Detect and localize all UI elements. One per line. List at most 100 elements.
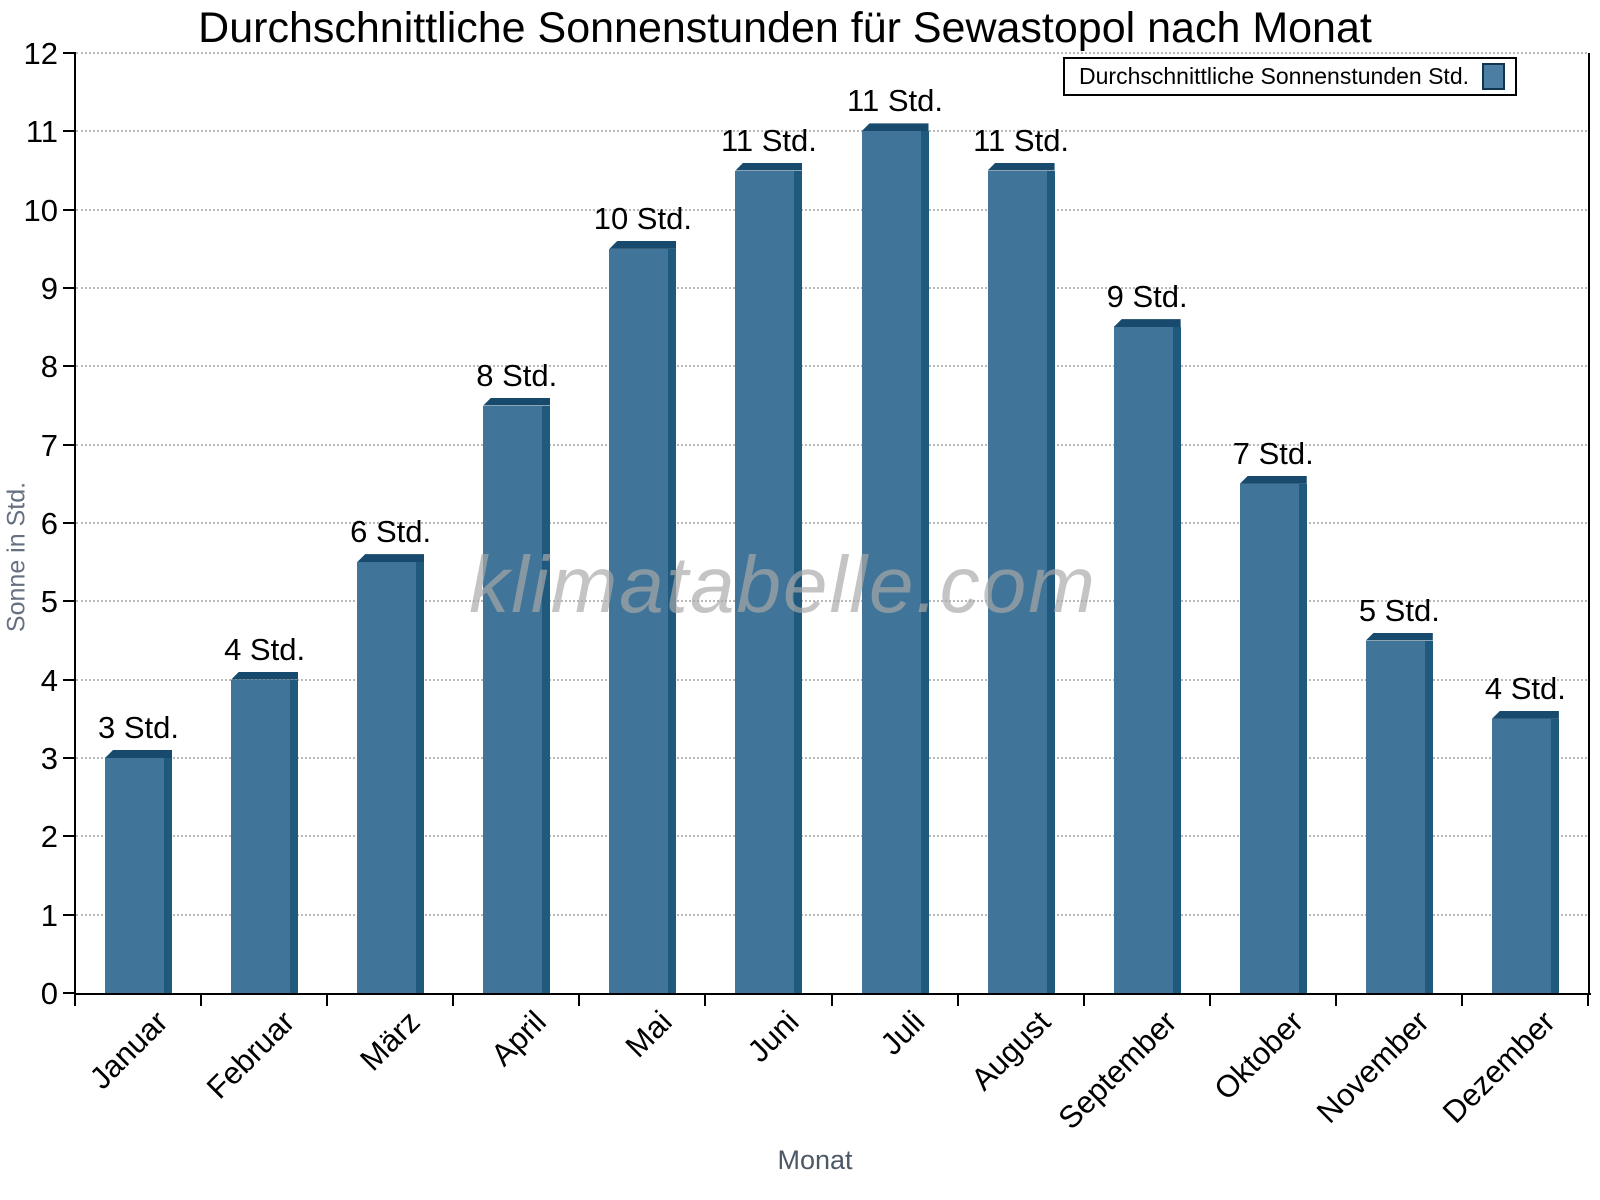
y-tick-label: 11: [25, 114, 58, 150]
bar: [735, 162, 803, 993]
y-tick-mark: [63, 365, 75, 368]
bar-top-face: [861, 123, 929, 132]
bar-side-face: [416, 562, 425, 993]
legend-swatch-icon: [1482, 63, 1505, 90]
x-tick-mark: [1208, 995, 1211, 1006]
bar: [231, 671, 299, 993]
bar-side-face: [794, 170, 803, 993]
bar-side-face: [668, 248, 677, 993]
y-tick-label: 5: [40, 584, 58, 620]
x-category-label: Juni: [740, 1004, 806, 1069]
x-category-label: November: [1309, 1004, 1436, 1130]
bar-side-face: [920, 131, 929, 993]
bar-value-label: 4 Std.: [1484, 670, 1566, 706]
chart-title: Durchschnittliche Sonnenstunden für Sewa…: [198, 4, 1372, 52]
y-tick-mark: [63, 600, 75, 603]
x-category-label: April: [484, 1004, 554, 1073]
bar-value-label: 5 Std.: [1358, 592, 1440, 628]
bar-side-face: [290, 679, 299, 993]
y-tick-mark: [63, 913, 75, 916]
y-tick-label: 4: [40, 662, 58, 698]
bar-top-face: [483, 397, 551, 406]
bar: [105, 750, 172, 993]
bar: [1113, 319, 1181, 993]
x-category-label: Dezember: [1435, 1004, 1562, 1130]
gridline: [76, 678, 1587, 681]
bar: [357, 554, 425, 993]
y-tick-mark: [63, 835, 75, 838]
gridline: [76, 443, 1587, 446]
x-category-label: Juli: [873, 1004, 932, 1062]
bar-top-face: [1113, 319, 1181, 328]
y-tick-mark: [63, 52, 75, 54]
bar-side-face: [1550, 718, 1559, 993]
bar-top-face: [105, 750, 172, 758]
bar-front-face: [357, 562, 417, 993]
y-tick-label: 12: [23, 36, 58, 71]
gridline: [76, 835, 1587, 838]
y-tick-label: 8: [40, 349, 58, 385]
bar-front-face: [1113, 327, 1173, 993]
bar-front-face: [1365, 640, 1425, 993]
y-axis-line: [74, 52, 76, 996]
y-tick-mark: [63, 130, 75, 133]
bar: [1365, 632, 1433, 993]
y-tick-label: 9: [40, 271, 58, 306]
y-tick-mark: [63, 678, 75, 681]
bar-front-face: [609, 248, 669, 993]
bar-side-face: [1424, 640, 1433, 993]
gridline: [76, 52, 1587, 54]
x-tick-mark: [578, 995, 581, 1006]
bar: [1491, 710, 1559, 993]
x-category-label: Oktober: [1206, 1004, 1310, 1107]
bar-front-face: [861, 131, 921, 993]
bar-front-face: [735, 170, 795, 993]
y-tick-mark: [63, 443, 75, 446]
bar: [483, 397, 551, 993]
bar-top-face: [987, 162, 1055, 171]
x-axis-line: [74, 993, 1591, 995]
x-tick-mark: [452, 995, 455, 1006]
y-tick-mark: [63, 757, 75, 759]
x-tick-mark: [1460, 995, 1463, 1006]
y-tick-mark: [63, 992, 75, 994]
bar-value-label: 11 Std.: [973, 122, 1070, 158]
y-tick-label: 7: [40, 427, 58, 463]
y-tick-label: 6: [40, 506, 58, 541]
gridline: [76, 365, 1587, 368]
x-tick-mark: [956, 995, 959, 1006]
x-category-label: Mai: [619, 1004, 680, 1065]
bar-top-face: [1491, 710, 1559, 719]
bar-value-label: 4 Std.: [224, 631, 306, 667]
bar-top-face: [1239, 475, 1307, 484]
bar-front-face: [987, 170, 1047, 993]
legend: Durchschnittliche Sonnenstunden Std.: [1063, 57, 1517, 96]
y-tick-label: 2: [40, 819, 58, 855]
y-tick-label: 1: [40, 897, 58, 933]
bar-value-label: 10 Std.: [593, 200, 692, 236]
bar: [609, 240, 677, 993]
bar-top-face: [1365, 632, 1433, 641]
bar-top-face: [357, 554, 425, 563]
x-tick-mark: [74, 995, 76, 1006]
x-category-label: August: [964, 1004, 1058, 1097]
bar-side-face: [1046, 170, 1055, 993]
bar-value-label: 3 Std.: [98, 710, 179, 745]
bar-value-label: 9 Std.: [1106, 279, 1188, 315]
bar-value-label: 6 Std.: [350, 514, 432, 550]
bar-side-face: [164, 758, 172, 993]
x-tick-mark: [1082, 995, 1085, 1006]
bar: [861, 123, 929, 993]
y-axis-title: Sonne in Std.: [2, 481, 31, 633]
x-tick-mark: [704, 995, 707, 1006]
x-tick-mark: [326, 995, 329, 1006]
watermark: klimatabelle.com: [469, 540, 1097, 629]
bar: [987, 162, 1055, 993]
gridline: [76, 522, 1587, 524]
bar-top-face: [609, 240, 677, 249]
x-axis-title: Monat: [777, 1145, 853, 1175]
bar-value-label: 11 Std.: [847, 83, 943, 119]
gridline: [76, 208, 1587, 211]
x-category-label: September: [1051, 1004, 1184, 1136]
y-tick-label: 0: [40, 976, 58, 1011]
